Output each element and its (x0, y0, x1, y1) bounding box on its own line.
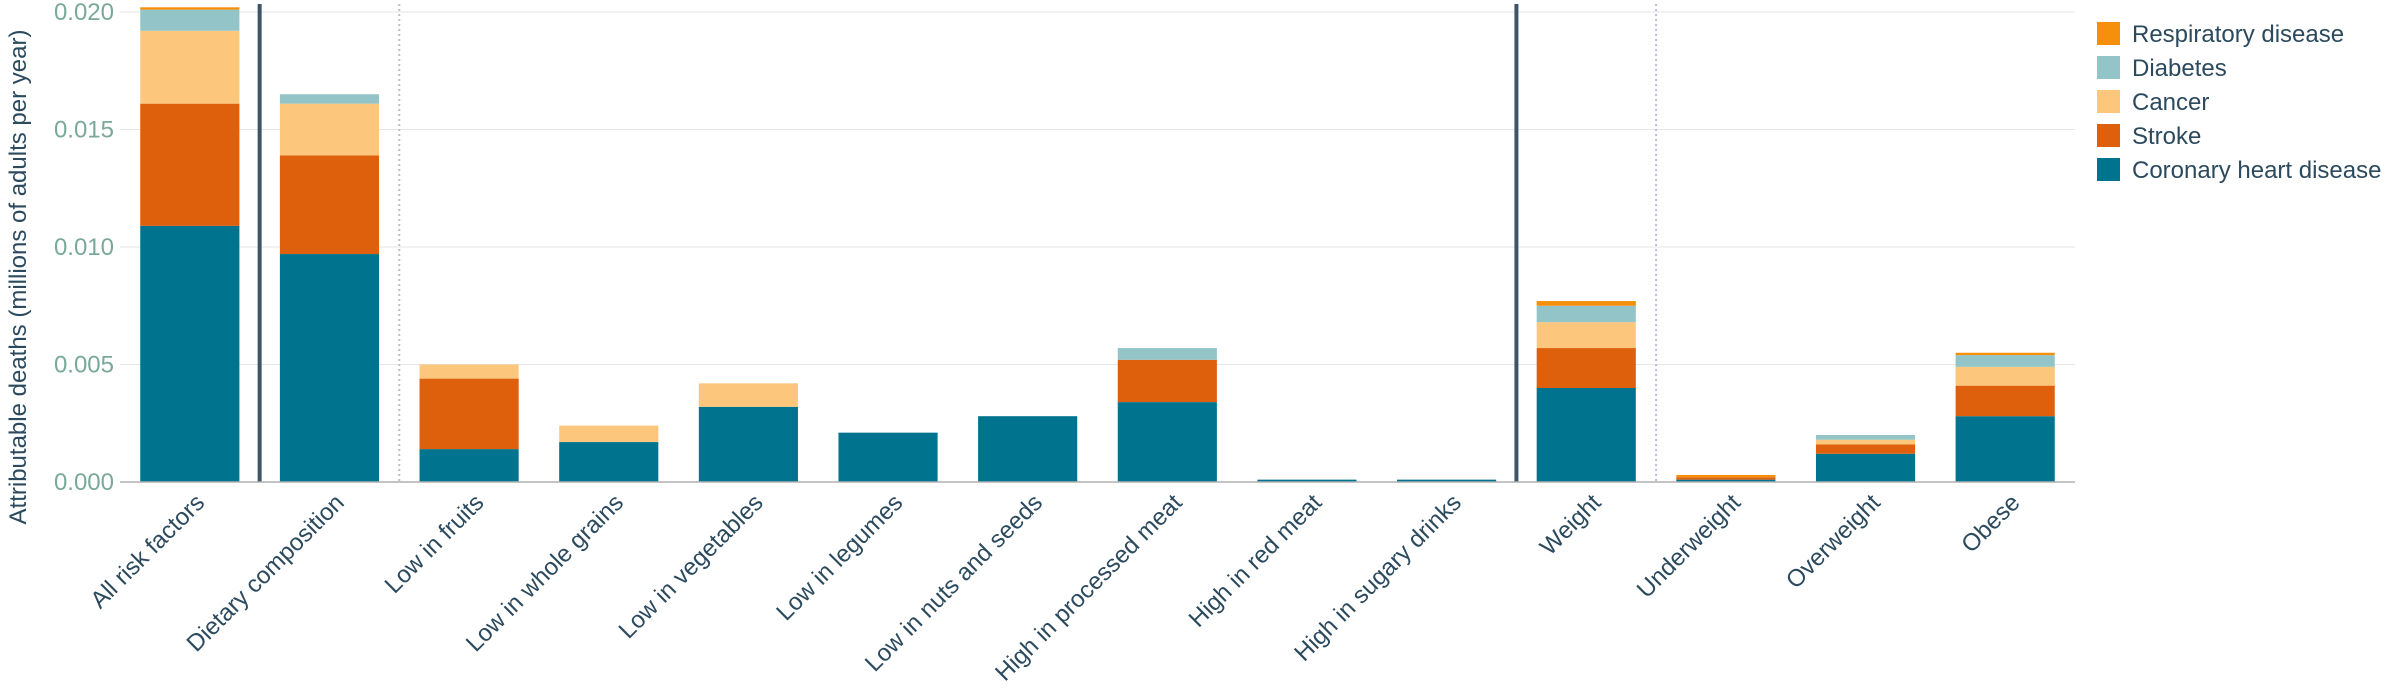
x-tick-label: All risk factors (85, 489, 210, 614)
bar-segment (1815, 453, 1916, 482)
legend-label: Cancer (2132, 89, 2209, 116)
x-tick-label: Obese (1956, 489, 2025, 558)
bars (140, 7, 2055, 482)
bar-segment (279, 254, 380, 482)
bar-segment (1536, 388, 1636, 482)
x-tick-label: Dietary composition (182, 489, 350, 657)
legend-label: Diabetes (2132, 55, 2227, 82)
bar-segment (1676, 477, 1776, 480)
legend-swatch (2097, 158, 2120, 181)
bar-segment (559, 425, 659, 443)
x-tick-label: High in red meat (1184, 489, 1328, 633)
bar-segment (1676, 474, 1776, 478)
bar-segment (1955, 352, 2055, 356)
bar-segment (279, 103, 380, 156)
bar-segment (140, 225, 240, 482)
bar-segment (140, 103, 240, 226)
x-tick-label: Underweight (1632, 489, 1747, 604)
bar-segment (1257, 479, 1357, 482)
bar-segment (140, 30, 240, 104)
bar-segment (1536, 301, 1636, 306)
bar-segment (978, 416, 1078, 482)
legend-swatch (2097, 22, 2120, 45)
bar-segment (419, 364, 519, 379)
bar-segment (1955, 366, 2055, 386)
bar-segment (1815, 435, 1916, 440)
bar-segment (1536, 322, 1636, 349)
bar-segment (1117, 359, 1217, 403)
bar-segment (1536, 348, 1636, 388)
bar-segment (1815, 444, 1916, 454)
bar-segment (419, 378, 519, 450)
x-tick-label: Low in vegetables (614, 489, 769, 644)
bar-segment (698, 406, 798, 482)
y-tick-label: 0.005 (54, 352, 114, 379)
bar-segment (1397, 479, 1497, 482)
legend-swatch (2097, 90, 2120, 113)
bar-segment (698, 383, 798, 407)
bar-segment (559, 442, 659, 482)
y-tick-label: 0.020 (54, 0, 114, 26)
gridlines (120, 11, 2075, 365)
bar-segment (1117, 348, 1217, 360)
y-tick-label: 0.015 (54, 117, 114, 144)
group-separators (257, 4, 1658, 482)
x-tick-label: Low in fruits (380, 489, 490, 599)
legend-swatch (2097, 124, 2120, 147)
y-tick-labels: 0.000 0.005 0.010 0.015 0.020 (54, 0, 114, 496)
bar-segment (1955, 355, 2055, 367)
bar-segment (1955, 416, 2055, 482)
bar-segment (279, 94, 380, 104)
x-tick-label: Low in whole grains (461, 489, 629, 657)
y-axis-title: Attributable deaths (millions of adults … (5, 30, 32, 525)
legend-swatch (2097, 56, 2120, 79)
bar-segment (279, 155, 380, 255)
x-tick-label: Weight (1535, 489, 1607, 561)
bar-segment (1536, 305, 1636, 323)
bar-segment (838, 432, 938, 482)
bar-segment (140, 9, 240, 31)
y-tick-label: 0.000 (54, 469, 114, 496)
legend-label: Coronary heart disease (2132, 157, 2381, 184)
bar-segment (419, 449, 519, 482)
bar-segment (1117, 402, 1217, 482)
legend: Respiratory disease Diabetes Cancer Stroke C… (2097, 21, 2381, 184)
bar-segment (1955, 385, 2055, 417)
bar-segment (1815, 439, 1916, 445)
x-tick-label: Overweight (1781, 489, 1886, 594)
legend-label: Respiratory disease (2132, 21, 2344, 48)
legend-label: Stroke (2132, 123, 2201, 150)
y-tick-label: 0.010 (54, 234, 114, 261)
x-tick-label: Low in legumes (771, 489, 908, 626)
bar-segment (140, 7, 240, 10)
bar-segment (1676, 479, 1776, 482)
